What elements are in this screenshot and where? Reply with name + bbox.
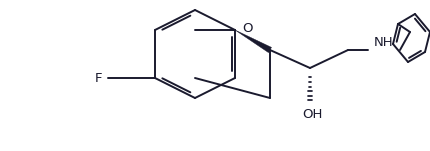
Text: F: F — [95, 72, 102, 85]
Polygon shape — [235, 30, 271, 53]
Text: OH: OH — [302, 108, 322, 121]
Text: NH: NH — [374, 36, 394, 49]
Text: O: O — [242, 21, 252, 34]
